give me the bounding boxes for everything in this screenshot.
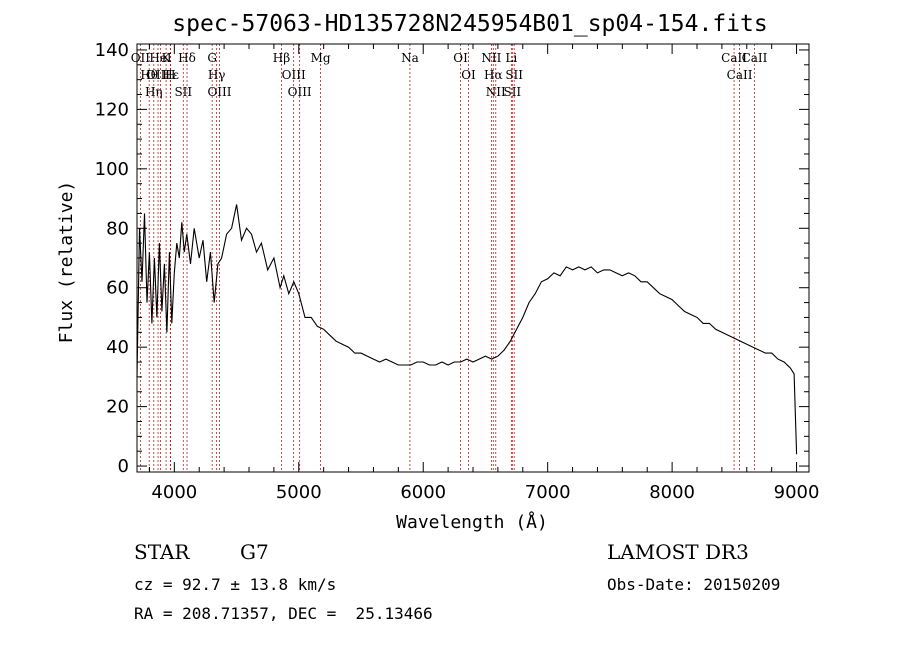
x-tick-label-4: 8000 — [649, 482, 695, 503]
emission-line-label-22: NII — [486, 85, 506, 99]
plot-frame — [136, 43, 810, 473]
emission-line-label-5: HeI — [149, 51, 172, 65]
object-type: STAR — [134, 540, 190, 564]
emission-line-label-1: Hε — [162, 68, 179, 82]
emission-line-label-0: Hθ — [140, 68, 158, 82]
emission-line-label-28: CaII — [742, 51, 768, 65]
survey-release: LAMOST DR3 — [607, 540, 749, 564]
y-tick-label-5: 100 — [95, 159, 129, 180]
observation-date: Obs-Date: 20150209 — [607, 575, 781, 594]
emission-line-label-25: SII — [505, 68, 523, 82]
emission-line-label-16: Mg — [311, 51, 331, 65]
emission-line-label-24: Li — [505, 51, 517, 65]
emission-line-label-17: Na — [401, 51, 419, 65]
coordinates: RA = 208.71357, DEC = 25.13466 — [134, 604, 433, 623]
emission-lines — [139, 44, 755, 472]
emission-line-label-12: G — [207, 51, 217, 65]
emission-line-label-20: NII — [481, 51, 501, 65]
emission-line-label-27: CaII — [727, 68, 753, 82]
y-axis-label: Flux (relative) — [56, 181, 77, 344]
emission-line-label-2: Hη — [145, 85, 163, 99]
emission-line-label-10: OIII — [207, 85, 231, 99]
x-tick-label-2: 6000 — [400, 482, 446, 503]
y-tick-label-1: 20 — [106, 397, 129, 418]
emission-line-label-14: OIII — [282, 68, 306, 82]
emission-line-label-26: CaII — [721, 51, 747, 65]
y-tick-label-6: 120 — [95, 99, 129, 120]
y-axis-ticks: 0 20 40 60 80 100 120 140 — [95, 40, 809, 477]
emission-line-label-11: Hγ — [208, 68, 226, 82]
emission-line-label-21: Hα — [484, 68, 503, 82]
emission-line-label-15: OIII — [288, 85, 312, 99]
x-axis-label: Wavelength (Å) — [396, 511, 548, 533]
emission-line-label-7: H — [165, 68, 175, 82]
redshift-velocity: cz = 92.7 ± 13.8 km/s — [134, 575, 337, 594]
emission-line-label-23: SII — [503, 85, 521, 99]
spectrum-line — [136, 204, 798, 455]
spectrum-series — [136, 204, 798, 455]
x-tick-label-0: 4000 — [151, 482, 197, 503]
chart-title: spec-57063-HD135728N245954B01_sp04-154.f… — [172, 11, 767, 37]
emission-line-label-9: Hδ — [178, 51, 196, 65]
emission-line-label-18: OI — [453, 51, 468, 65]
emission-line-label-19: OI — [461, 68, 476, 82]
emission-line-label-3: OII — [131, 51, 151, 65]
y-tick-label-3: 60 — [106, 278, 129, 299]
emission-line-label-4: OIII — [146, 68, 170, 82]
y-tick-label-4: 80 — [106, 218, 129, 239]
emission-line-label-8: SII — [174, 85, 192, 99]
y-tick-label-7: 140 — [95, 40, 129, 61]
emission-line-label-6: K — [162, 51, 172, 65]
x-tick-label-5: 9000 — [774, 482, 820, 503]
y-tick-label-2: 40 — [106, 337, 129, 358]
x-tick-label-3: 7000 — [525, 482, 571, 503]
x-axis-ticks: 4000 5000 6000 7000 8000 9000 — [148, 44, 820, 503]
subclass: G7 — [240, 540, 269, 564]
emission-line-label-13: Hβ — [273, 51, 290, 65]
x-tick-label-1: 5000 — [276, 482, 322, 503]
y-tick-label-0: 0 — [118, 456, 129, 477]
